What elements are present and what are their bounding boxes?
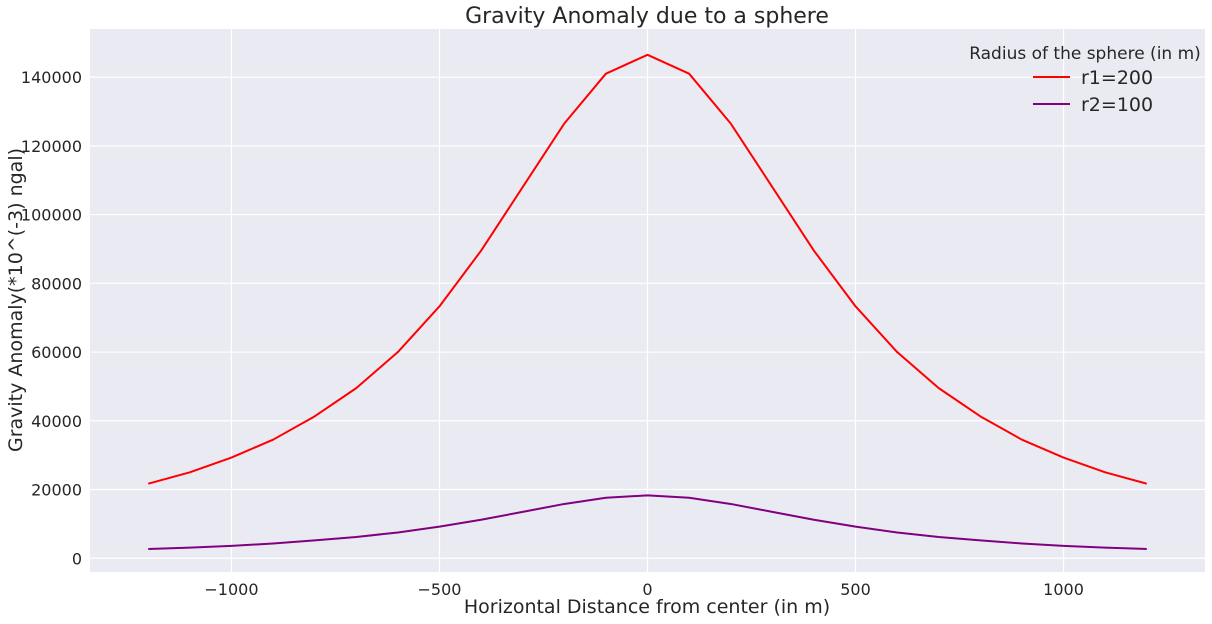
y-tick-label: 120000 [21, 137, 82, 156]
y-tick-label: 40000 [31, 412, 82, 431]
y-tick-label: 80000 [31, 274, 82, 293]
y-tick-label: 0 [72, 549, 82, 568]
y-tick-label: 60000 [31, 343, 82, 362]
x-tick-label: 500 [840, 580, 871, 599]
series-line-r2 [148, 494, 1147, 550]
legend-label-r2: r2=100 [1081, 94, 1153, 116]
tick-labels: −1000 −500 0 500 1000 0 20000 40000 60000 80000 10… [21, 68, 1084, 599]
series-layer [147, 53, 1148, 550]
x-tick-label: 0 [642, 580, 652, 599]
y-tick-label: 100000 [21, 206, 82, 225]
legend-label-r1: r1=200 [1081, 67, 1153, 89]
x-tick-label: −1000 [204, 580, 258, 599]
x-tick-label: −500 [418, 580, 462, 599]
y-axis-label: Gravity Anomaly(*10^(-3) ngal) [5, 148, 27, 452]
grid [90, 29, 1205, 572]
series-line-r1 [147, 53, 1148, 485]
x-axis-label: Horizontal Distance from center (in m) [464, 596, 830, 618]
legend: Radius of the sphere (in m) r1=200 r2=10… [969, 44, 1201, 116]
y-tick-label: 140000 [21, 68, 82, 87]
x-tick-label: 1000 [1043, 580, 1084, 599]
legend-title: Radius of the sphere (in m) [969, 44, 1201, 64]
chart-title: Gravity Anomaly due to a sphere [465, 4, 829, 29]
y-tick-label: 20000 [31, 481, 82, 500]
